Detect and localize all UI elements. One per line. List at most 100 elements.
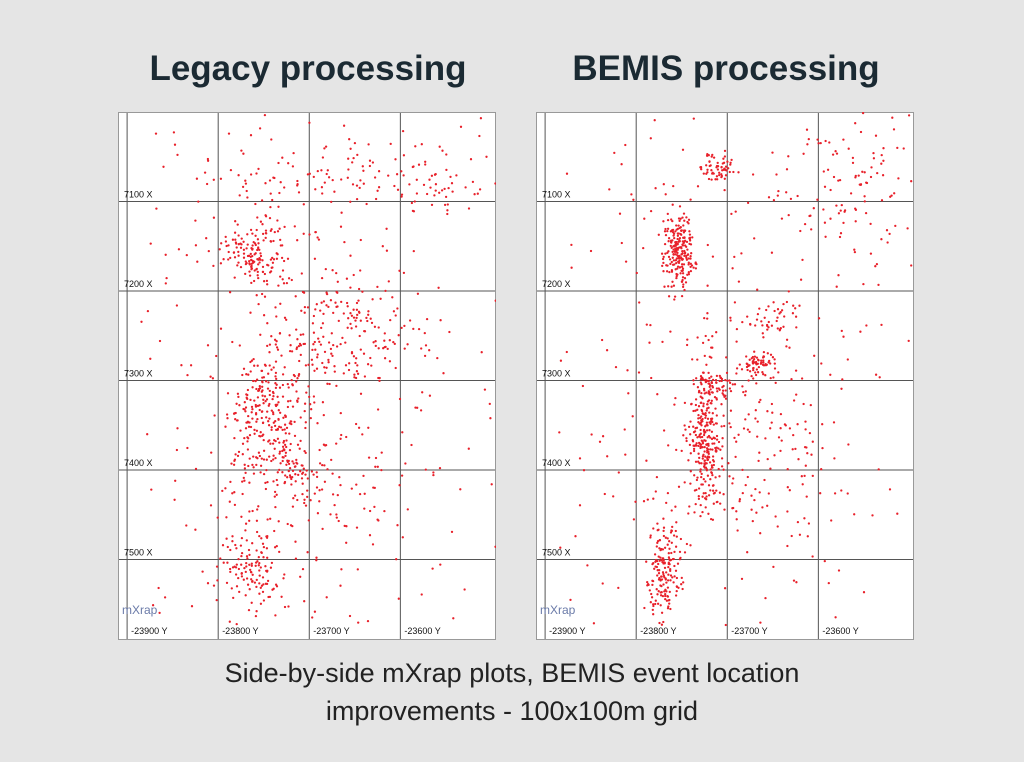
data-point (792, 399, 796, 402)
data-point (302, 232, 305, 235)
data-point (270, 561, 274, 565)
data-point (840, 329, 843, 333)
data-point (710, 466, 714, 469)
data-point (794, 369, 798, 372)
data-point (687, 263, 690, 266)
data-point (372, 341, 375, 344)
data-point (326, 382, 329, 385)
data-point (476, 192, 479, 195)
data-point (239, 242, 242, 245)
data-point (659, 556, 662, 559)
data-point (149, 357, 152, 360)
data-point (747, 379, 750, 382)
data-point (665, 581, 668, 584)
data-point (249, 398, 252, 402)
data-point (675, 589, 678, 593)
data-point (229, 168, 233, 172)
data-point (763, 478, 766, 482)
data-point (271, 198, 274, 202)
data-point (705, 363, 708, 366)
data-point (720, 425, 723, 428)
data-point (806, 535, 809, 538)
data-point (395, 173, 399, 176)
data-point (681, 250, 684, 253)
data-point (874, 134, 878, 137)
data-point (671, 576, 674, 579)
data-point (694, 262, 697, 265)
data-point (337, 319, 340, 323)
data-point (702, 405, 705, 408)
data-point (260, 551, 263, 555)
data-point (718, 171, 721, 174)
data-point (296, 184, 299, 187)
data-point (253, 242, 257, 245)
caption-line-2: improvements - 100x100m grid (325, 696, 699, 726)
data-point (795, 393, 798, 396)
data-point (358, 492, 362, 496)
data-point (374, 456, 378, 460)
data-point (432, 471, 435, 474)
data-point (710, 419, 713, 422)
data-point (656, 393, 659, 396)
data-point (434, 172, 437, 176)
data-point (411, 209, 415, 213)
data-point (721, 437, 724, 440)
data-point (296, 498, 299, 502)
data-point (859, 330, 862, 333)
data-point (274, 420, 277, 423)
data-point (314, 308, 317, 311)
data-point (728, 170, 731, 174)
data-point (244, 427, 248, 430)
data-point (413, 200, 416, 203)
data-point (261, 434, 264, 437)
data-point (870, 166, 873, 169)
data-point (674, 396, 677, 400)
data-point (278, 468, 281, 472)
data-point (756, 420, 759, 423)
data-point (367, 143, 370, 146)
data-point (634, 500, 637, 503)
data-point (785, 191, 788, 194)
data-point (282, 282, 286, 285)
x-tick-label: -23700 Y (313, 626, 349, 636)
data-point (311, 616, 314, 619)
data-point (888, 488, 892, 491)
data-point (723, 188, 726, 192)
data-point (657, 562, 660, 566)
data-point (822, 208, 825, 211)
data-point (288, 474, 292, 477)
data-point (268, 417, 271, 420)
data-point (249, 360, 252, 364)
data-point (255, 378, 259, 381)
data-point (273, 230, 276, 234)
data-point (785, 345, 788, 348)
data-point (620, 241, 623, 245)
data-point (746, 315, 749, 318)
data-point (234, 241, 238, 244)
data-point (469, 158, 473, 161)
data-point (248, 263, 251, 266)
data-point (273, 176, 276, 180)
data-point (275, 585, 279, 588)
data-point (715, 489, 718, 492)
data-point (711, 386, 715, 389)
data-point (262, 314, 266, 317)
data-point (694, 403, 698, 407)
data-point (248, 519, 251, 522)
data-point (262, 239, 265, 242)
data-point (650, 596, 654, 599)
data-point (260, 199, 264, 202)
data-point (269, 517, 272, 520)
data-point (794, 307, 797, 310)
data-point (176, 427, 179, 430)
data-point (297, 374, 300, 377)
data-point (316, 512, 320, 515)
data-point (249, 255, 252, 258)
data-point (709, 448, 712, 451)
data-point (701, 397, 704, 400)
data-point (258, 404, 261, 407)
data-point (313, 340, 316, 344)
data-point (247, 414, 250, 418)
data-point (624, 260, 628, 263)
data-point (751, 173, 755, 176)
